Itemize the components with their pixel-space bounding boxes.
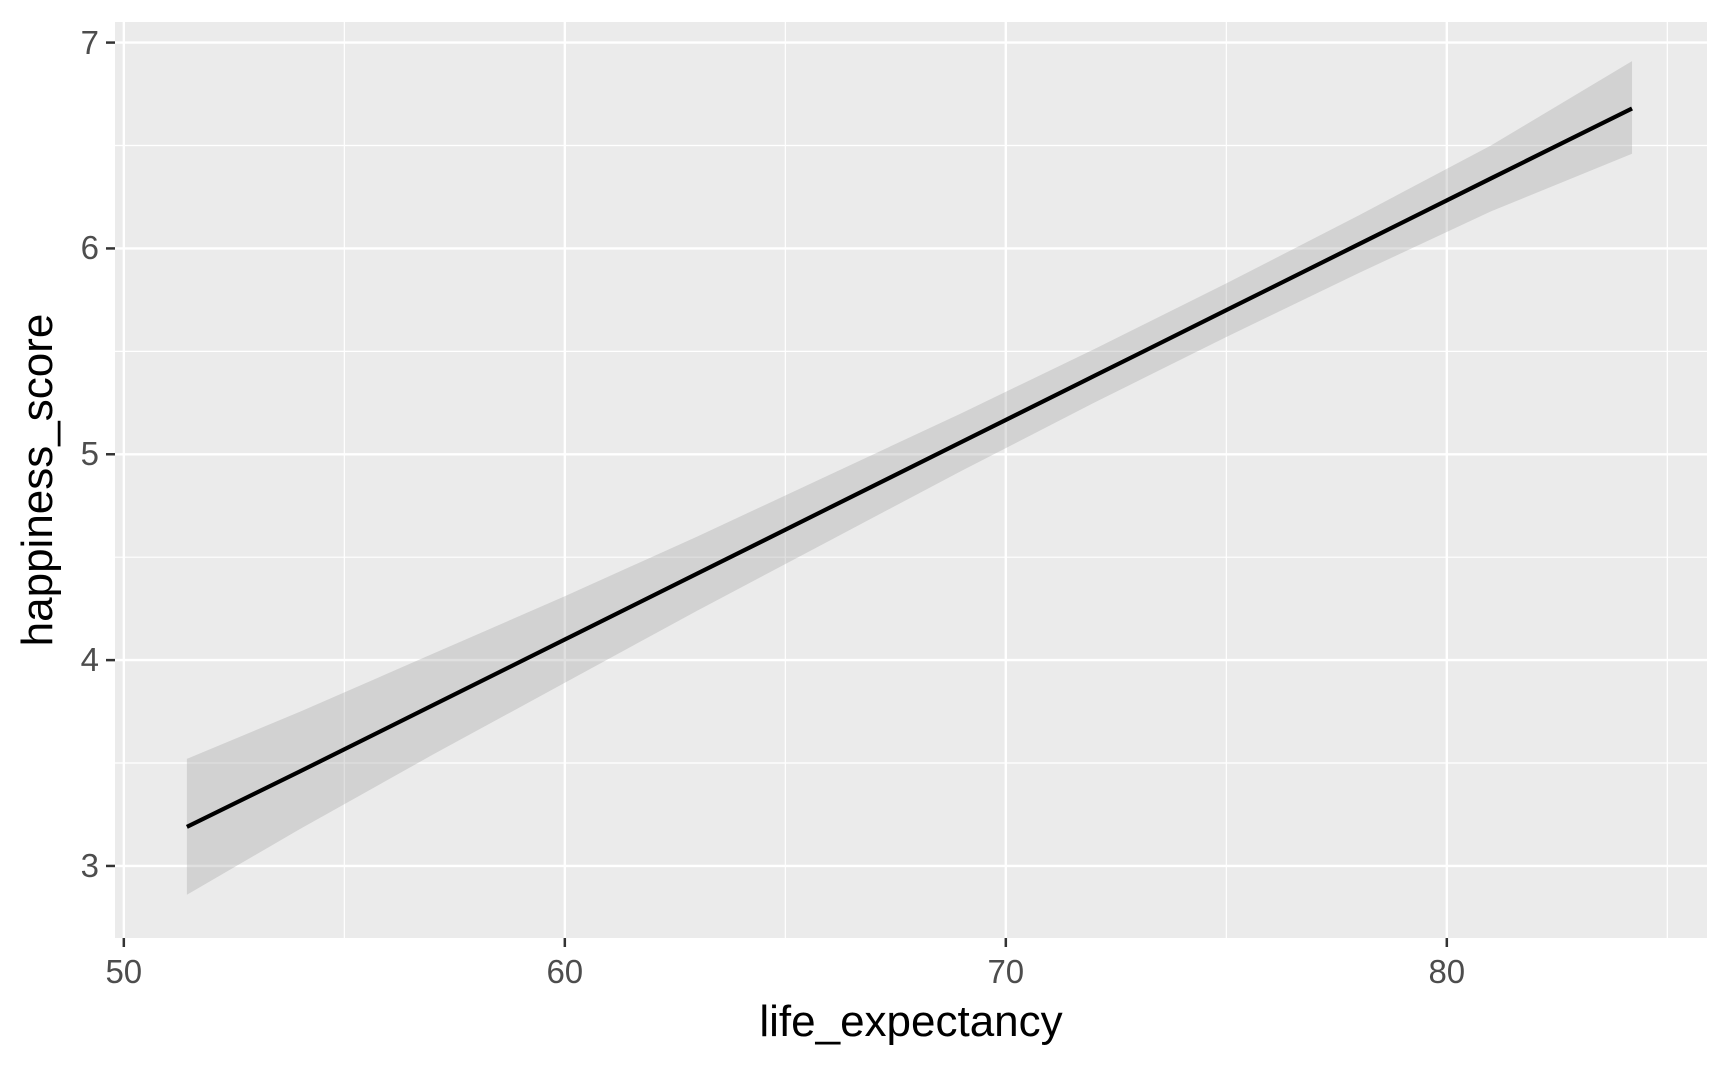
y-tick-label: 4 (80, 640, 99, 678)
y-tick-label: 7 (80, 23, 99, 61)
regression-line (185, 106, 1633, 829)
y-tick-label: 5 (80, 435, 99, 473)
y-axis-title: happiness_score (13, 313, 62, 647)
x-tick-label: 80 (1428, 953, 1466, 990)
y-tick-label: 6 (80, 229, 99, 267)
x-tick-label: 70 (987, 953, 1025, 990)
confidence-ribbon (186, 61, 1633, 895)
x-tick-label: 60 (546, 953, 584, 990)
x-tick-label: 50 (105, 953, 143, 990)
y-tick-label: 3 (80, 846, 99, 884)
x-axis-title: life_expectancy (759, 997, 1063, 1046)
panel-background (115, 22, 1707, 938)
